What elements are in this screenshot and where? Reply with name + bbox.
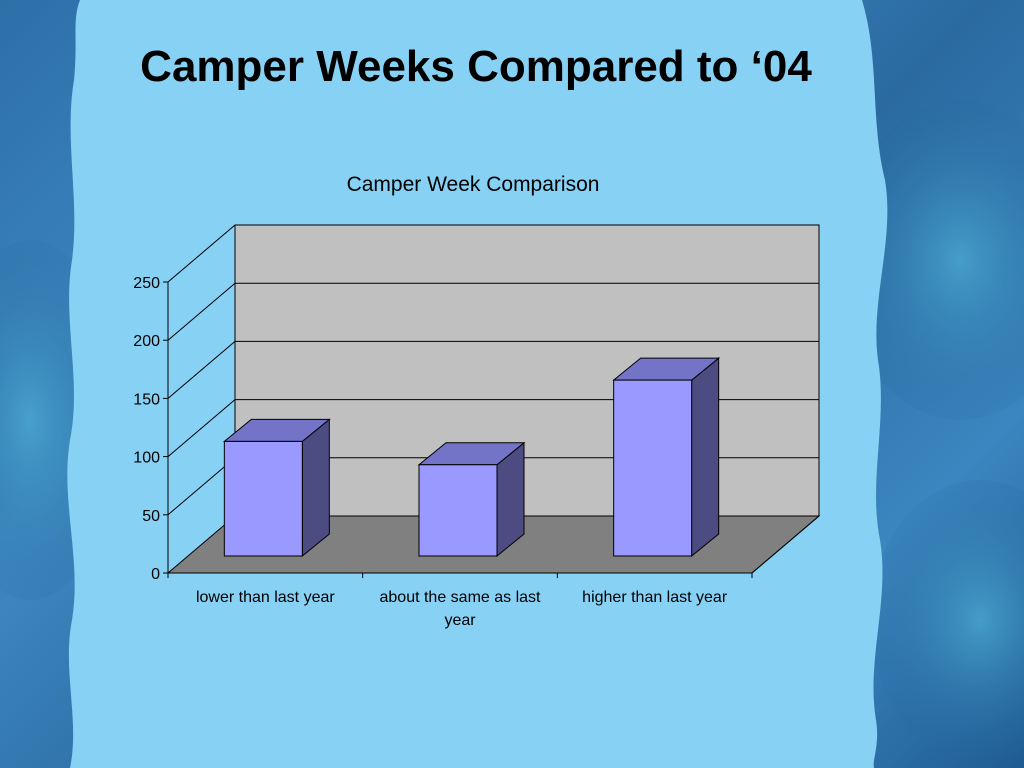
water-highlight (840, 100, 1024, 420)
y-tick-label: 50 (142, 508, 160, 525)
x-tick-label: higher than last year (582, 589, 728, 606)
y-tick-label: 200 (133, 333, 160, 350)
gridline (167, 282, 236, 341)
gridline (167, 399, 236, 457)
bar (223, 440, 303, 557)
y-tick-label: 150 (133, 391, 160, 408)
gridline (167, 224, 236, 283)
x-tick-label: about the same as last (380, 589, 542, 606)
y-tick-label: 250 (133, 275, 160, 292)
slide-title: Camper Weeks Compared to ‘04 (140, 42, 812, 91)
bar (418, 464, 498, 557)
x-tick-label: lower than last year (196, 589, 335, 606)
bar-side (301, 418, 330, 558)
y-tick-label: 0 (151, 566, 160, 583)
bar (613, 379, 693, 557)
side-wall (168, 225, 235, 573)
floor-edge (751, 515, 820, 574)
chart-title: Camper Week Comparison (347, 173, 600, 196)
y-tick-label: 100 (133, 450, 160, 467)
plot-area: 0 50 100 150 200 250 lower than last year about… (133, 224, 821, 629)
bar-side (691, 357, 720, 558)
gridline (167, 341, 236, 399)
x-tick-label: year (444, 612, 476, 629)
water-highlight (870, 480, 1024, 760)
